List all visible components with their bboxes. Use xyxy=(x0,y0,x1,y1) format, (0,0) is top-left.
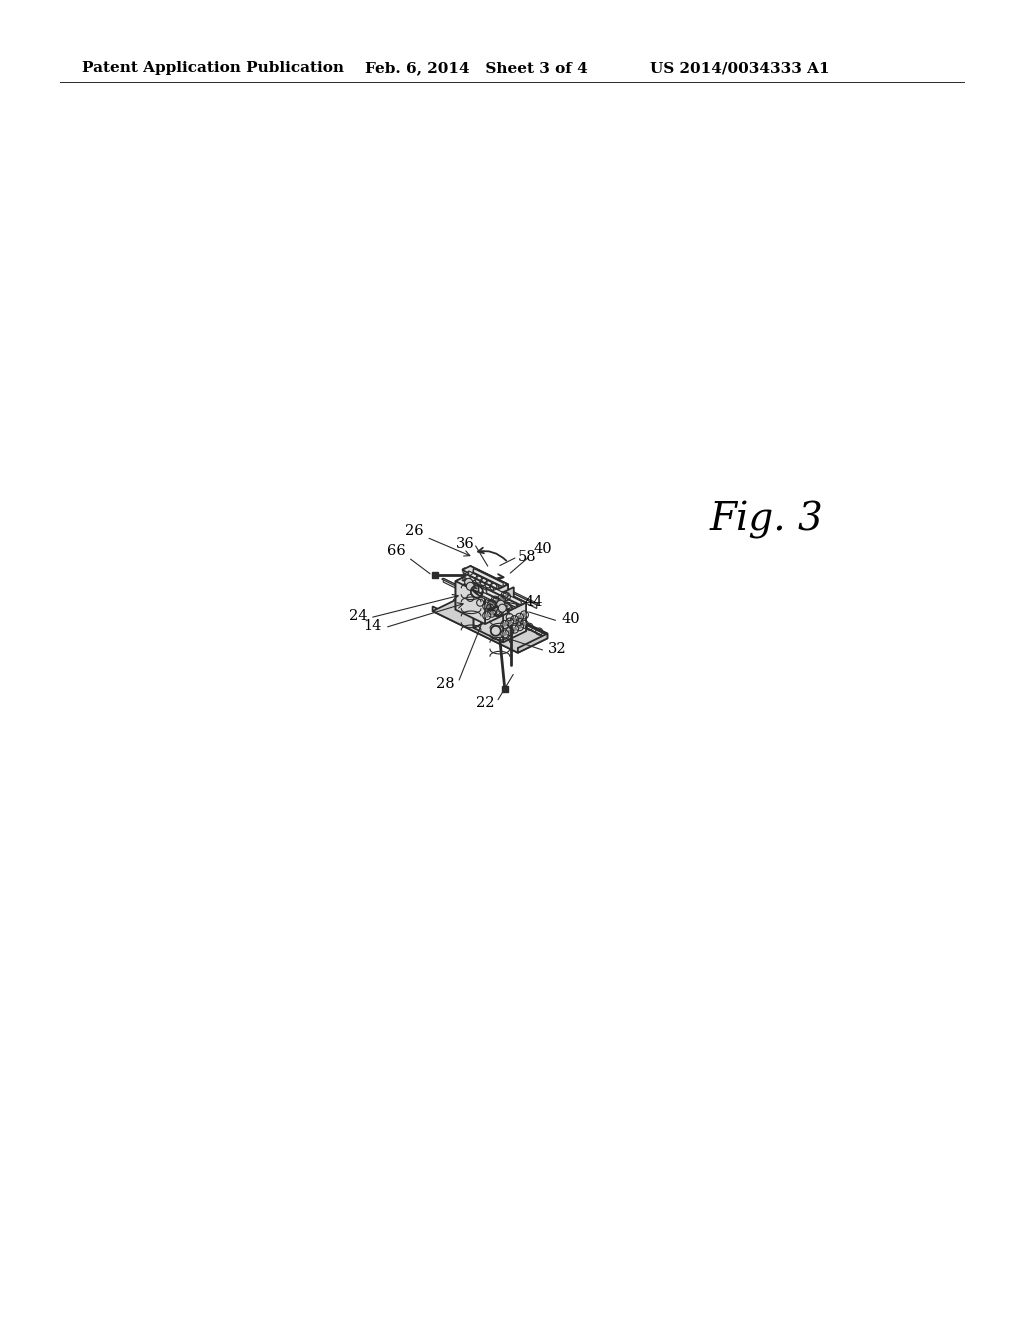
Circle shape xyxy=(523,614,526,616)
Circle shape xyxy=(500,607,503,610)
Circle shape xyxy=(518,626,521,628)
Circle shape xyxy=(518,615,521,619)
Circle shape xyxy=(495,610,498,612)
Circle shape xyxy=(490,611,494,615)
Text: 26: 26 xyxy=(404,524,424,539)
Polygon shape xyxy=(481,591,511,610)
Text: 32: 32 xyxy=(548,642,566,656)
Circle shape xyxy=(490,602,494,606)
Circle shape xyxy=(497,601,505,609)
Polygon shape xyxy=(473,569,503,587)
Polygon shape xyxy=(470,566,478,598)
Circle shape xyxy=(500,598,503,601)
Polygon shape xyxy=(469,572,499,589)
Polygon shape xyxy=(485,585,508,624)
Text: 36: 36 xyxy=(456,536,474,550)
Polygon shape xyxy=(456,570,508,595)
Polygon shape xyxy=(462,566,478,574)
Text: 22: 22 xyxy=(476,696,495,710)
Polygon shape xyxy=(463,569,537,609)
Polygon shape xyxy=(473,589,497,628)
Polygon shape xyxy=(473,589,526,614)
Circle shape xyxy=(508,620,511,623)
Polygon shape xyxy=(473,599,503,643)
Text: 58: 58 xyxy=(517,550,536,564)
Text: 28: 28 xyxy=(436,677,455,690)
Polygon shape xyxy=(468,572,498,589)
Polygon shape xyxy=(441,578,517,615)
Polygon shape xyxy=(456,570,478,610)
Polygon shape xyxy=(484,593,516,609)
Polygon shape xyxy=(492,587,521,605)
Circle shape xyxy=(495,599,498,603)
Polygon shape xyxy=(467,574,499,590)
Polygon shape xyxy=(485,585,508,607)
Circle shape xyxy=(503,632,506,635)
Circle shape xyxy=(503,623,506,626)
Circle shape xyxy=(505,605,508,607)
Circle shape xyxy=(513,618,516,622)
Polygon shape xyxy=(486,590,516,607)
Polygon shape xyxy=(463,574,493,591)
Circle shape xyxy=(466,582,474,590)
Circle shape xyxy=(499,605,506,612)
Polygon shape xyxy=(482,591,511,610)
Polygon shape xyxy=(492,587,521,606)
Polygon shape xyxy=(456,581,485,624)
Polygon shape xyxy=(503,603,526,643)
Polygon shape xyxy=(497,589,526,631)
Text: 44: 44 xyxy=(525,595,544,610)
Polygon shape xyxy=(432,597,548,653)
Polygon shape xyxy=(464,573,494,591)
Polygon shape xyxy=(473,569,503,587)
Circle shape xyxy=(505,595,508,598)
Text: 14: 14 xyxy=(364,619,382,632)
Text: Fig. 3: Fig. 3 xyxy=(710,502,823,539)
Circle shape xyxy=(485,605,488,607)
Text: 66: 66 xyxy=(387,544,406,558)
Polygon shape xyxy=(480,595,511,611)
Text: US 2014/0034333 A1: US 2014/0034333 A1 xyxy=(650,61,829,75)
Polygon shape xyxy=(478,570,508,612)
Polygon shape xyxy=(489,590,521,606)
Circle shape xyxy=(508,630,511,634)
Polygon shape xyxy=(462,577,494,593)
Text: Patent Application Publication: Patent Application Publication xyxy=(82,61,344,75)
Circle shape xyxy=(523,623,526,626)
Polygon shape xyxy=(471,573,503,587)
Polygon shape xyxy=(485,595,514,610)
Circle shape xyxy=(465,578,473,586)
Polygon shape xyxy=(486,589,516,607)
Polygon shape xyxy=(515,614,517,619)
Text: 40: 40 xyxy=(561,612,580,626)
Text: 40: 40 xyxy=(534,543,552,556)
Polygon shape xyxy=(443,578,517,618)
Polygon shape xyxy=(463,568,539,605)
Polygon shape xyxy=(490,587,514,610)
Text: 24: 24 xyxy=(348,609,367,623)
Polygon shape xyxy=(432,606,518,653)
Polygon shape xyxy=(518,634,548,653)
Circle shape xyxy=(513,627,516,631)
Circle shape xyxy=(485,614,488,618)
Polygon shape xyxy=(461,591,548,635)
Polygon shape xyxy=(462,591,548,639)
Text: Feb. 6, 2014   Sheet 3 of 4: Feb. 6, 2014 Sheet 3 of 4 xyxy=(365,61,588,75)
